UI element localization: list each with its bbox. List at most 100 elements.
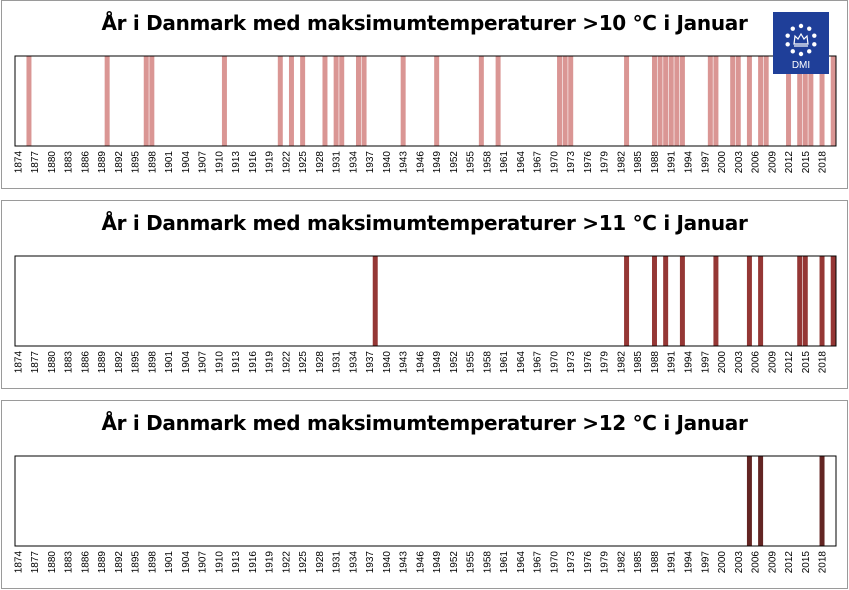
x-tick-label: 1970 [549,151,560,174]
dmi-logo: DMI [773,12,829,74]
logo-dot [785,42,790,47]
bar-1929 [322,56,328,146]
x-tick-label: 1985 [633,151,644,174]
x-tick-label: 2015 [801,351,812,374]
logo-dot [790,26,795,31]
x-tick-label: 1997 [700,151,711,174]
bar-1989 [657,56,663,146]
x-tick-label: 1886 [80,551,91,574]
x-tick-label: 1901 [164,551,175,574]
x-tick-label: 1955 [466,151,477,174]
x-tick-label: 1910 [214,151,225,174]
logo-dot [807,49,812,54]
x-tick-label: 1955 [466,551,477,574]
bar-2007 [758,256,764,346]
chart-title: År i Danmark med maksimumtemperaturer >1… [101,11,748,35]
x-tick-label: 1976 [583,351,594,374]
bar-1957 [478,56,484,146]
x-tick-label: 1991 [667,351,678,374]
x-tick-label: 2018 [818,351,829,374]
bar-1971 [557,56,563,146]
chart-title: År i Danmark med maksimumtemperaturer >1… [101,411,748,435]
bar-2016 [808,56,814,146]
x-tick-label: 2009 [767,551,778,574]
x-tick-label: 1916 [248,551,259,574]
x-tick-label: 1919 [265,351,276,374]
x-tick-label: 1961 [499,351,510,374]
bar-2018 [819,56,825,146]
x-tick-label: 1898 [147,151,158,174]
x-tick-label: 1958 [482,551,493,574]
bar-chart-10c: 1874 1877 1880 1883 1886 1889 1892 1895 1898 1901… [13,55,837,174]
logo-dot [790,49,795,54]
x-tick-label: 1895 [131,151,142,174]
logo-dot [812,42,817,47]
x-tick-label: 1901 [164,351,175,374]
x-tick-label: 1889 [97,551,108,574]
x-tick-label: 1943 [399,151,410,174]
bar-2008 [763,56,769,146]
logo-dot [798,23,804,29]
x-tick-label: 1988 [650,551,661,574]
x-tick-label: 1916 [248,351,259,374]
x-tick-label: 2000 [717,151,728,174]
x-tick-label: 1877 [30,551,41,574]
x-tick-label: 1973 [566,551,577,574]
chart-title: År i Danmark med maksimumtemperaturer >1… [101,211,748,235]
x-tick-label: 1913 [231,151,242,174]
x-tick-label: 1943 [399,351,410,374]
logo-dot [798,51,804,57]
x-tick-label: 1973 [566,151,577,174]
x-tick-label: 1925 [298,551,309,574]
plot-area [14,255,837,347]
x-tick-label: 1955 [466,351,477,374]
x-tick-label: 1937 [365,151,376,174]
bar-1991 [668,56,674,146]
x-tick-label: 1946 [415,151,426,174]
x-tick-label: 1994 [683,151,694,174]
x-tick-label: 1946 [415,351,426,374]
x-tick-label: 1874 [13,551,24,574]
x-tick-label: 1961 [499,151,510,174]
x-tick-label: 1940 [382,151,393,174]
x-tick-label: 1904 [181,151,192,174]
x-tick-label: 1892 [114,551,125,574]
bar-1999 [713,56,719,146]
logo-dot [785,33,790,38]
bar-1931 [333,56,339,146]
x-tick-label: 1967 [533,351,544,374]
bar-1983 [624,256,630,346]
x-tick-label: 1919 [265,551,276,574]
x-tick-label: 1994 [683,351,694,374]
bar-1993 [679,56,685,146]
x-tick-label: 1973 [566,351,577,374]
bar-2014 [797,56,803,146]
x-tick-label: 1952 [449,151,460,174]
x-tick-label: 1982 [616,351,627,374]
x-tick-label: 1985 [633,351,644,374]
bar-2012 [786,56,792,146]
x-tick-label: 1928 [315,151,326,174]
logo-dot [812,33,817,38]
bar-2005 [746,256,752,346]
bar-1988 [651,256,657,346]
x-tick-label: 1937 [365,351,376,374]
x-tick-label: 1931 [332,551,343,574]
x-tick-label: 1991 [667,551,678,574]
bar-1960 [495,56,501,146]
logo-dot [807,26,812,31]
x-tick-label: 1877 [30,151,41,174]
x-tick-label: 1883 [64,151,75,174]
x-tick-label: 1985 [633,551,644,574]
x-tick-label: 1895 [131,551,142,574]
bar-1999 [713,256,719,346]
x-tick-label: 1898 [147,551,158,574]
x-tick-label: 1931 [332,351,343,374]
bar-1921 [277,56,283,146]
x-tick-label: 1880 [47,551,58,574]
x-tick-label: 1991 [667,151,678,174]
bar-2020 [830,256,836,346]
x-tick-label: 1892 [114,351,125,374]
plot-area [14,455,837,547]
x-tick-label: 1910 [214,551,225,574]
